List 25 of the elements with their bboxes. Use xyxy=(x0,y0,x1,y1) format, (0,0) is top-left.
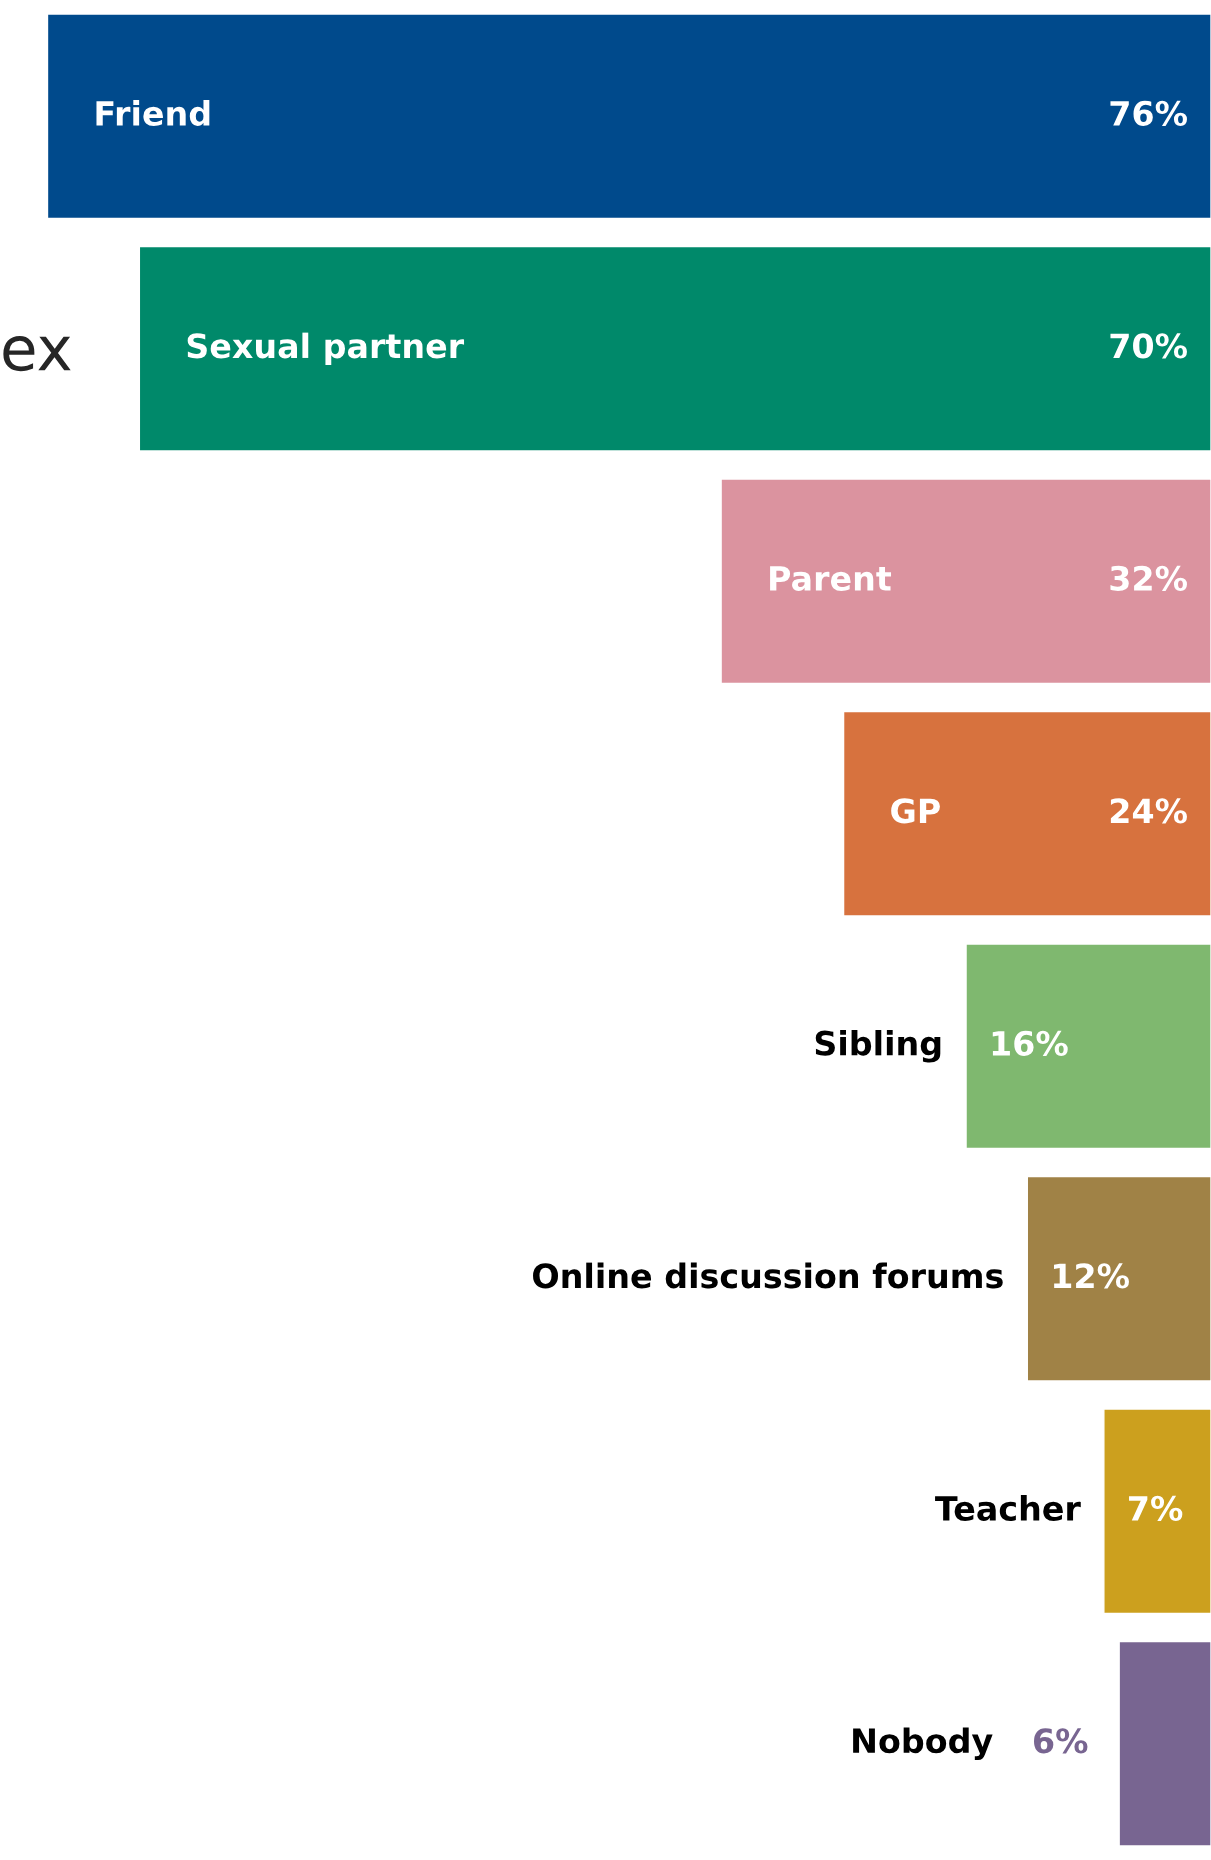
y-tick-label: Sibling xyxy=(815,1029,941,1063)
y-tick-label: Parent xyxy=(770,566,892,591)
data-label: 70% xyxy=(1110,333,1187,359)
bar xyxy=(842,710,1211,917)
y-tick-label: Nobody xyxy=(853,1727,993,1761)
data-label: 6% xyxy=(1034,1728,1088,1754)
bar xyxy=(1103,1408,1211,1615)
bar xyxy=(965,943,1211,1150)
data-label: 12% xyxy=(1054,1263,1129,1289)
data-label: 76% xyxy=(1110,100,1187,126)
y-tick-label: Friend xyxy=(96,100,210,126)
bar xyxy=(138,245,1211,452)
bar xyxy=(46,13,1211,220)
annotation: ex xyxy=(3,336,71,372)
bar xyxy=(1118,1640,1211,1847)
y-tick-label: Sexual partner xyxy=(187,332,465,365)
y-tick-label: Teacher xyxy=(935,1495,1081,1521)
data-label: 7% xyxy=(1129,1495,1183,1521)
y-tick-label: GP xyxy=(891,798,940,824)
data-label: 24% xyxy=(1110,798,1187,824)
data-label: 16% xyxy=(992,1030,1068,1056)
data-label: 32% xyxy=(1110,565,1187,591)
bar xyxy=(720,478,1211,685)
bar xyxy=(1026,1175,1211,1382)
y-tick-label: Online discussion forums xyxy=(533,1262,1003,1289)
